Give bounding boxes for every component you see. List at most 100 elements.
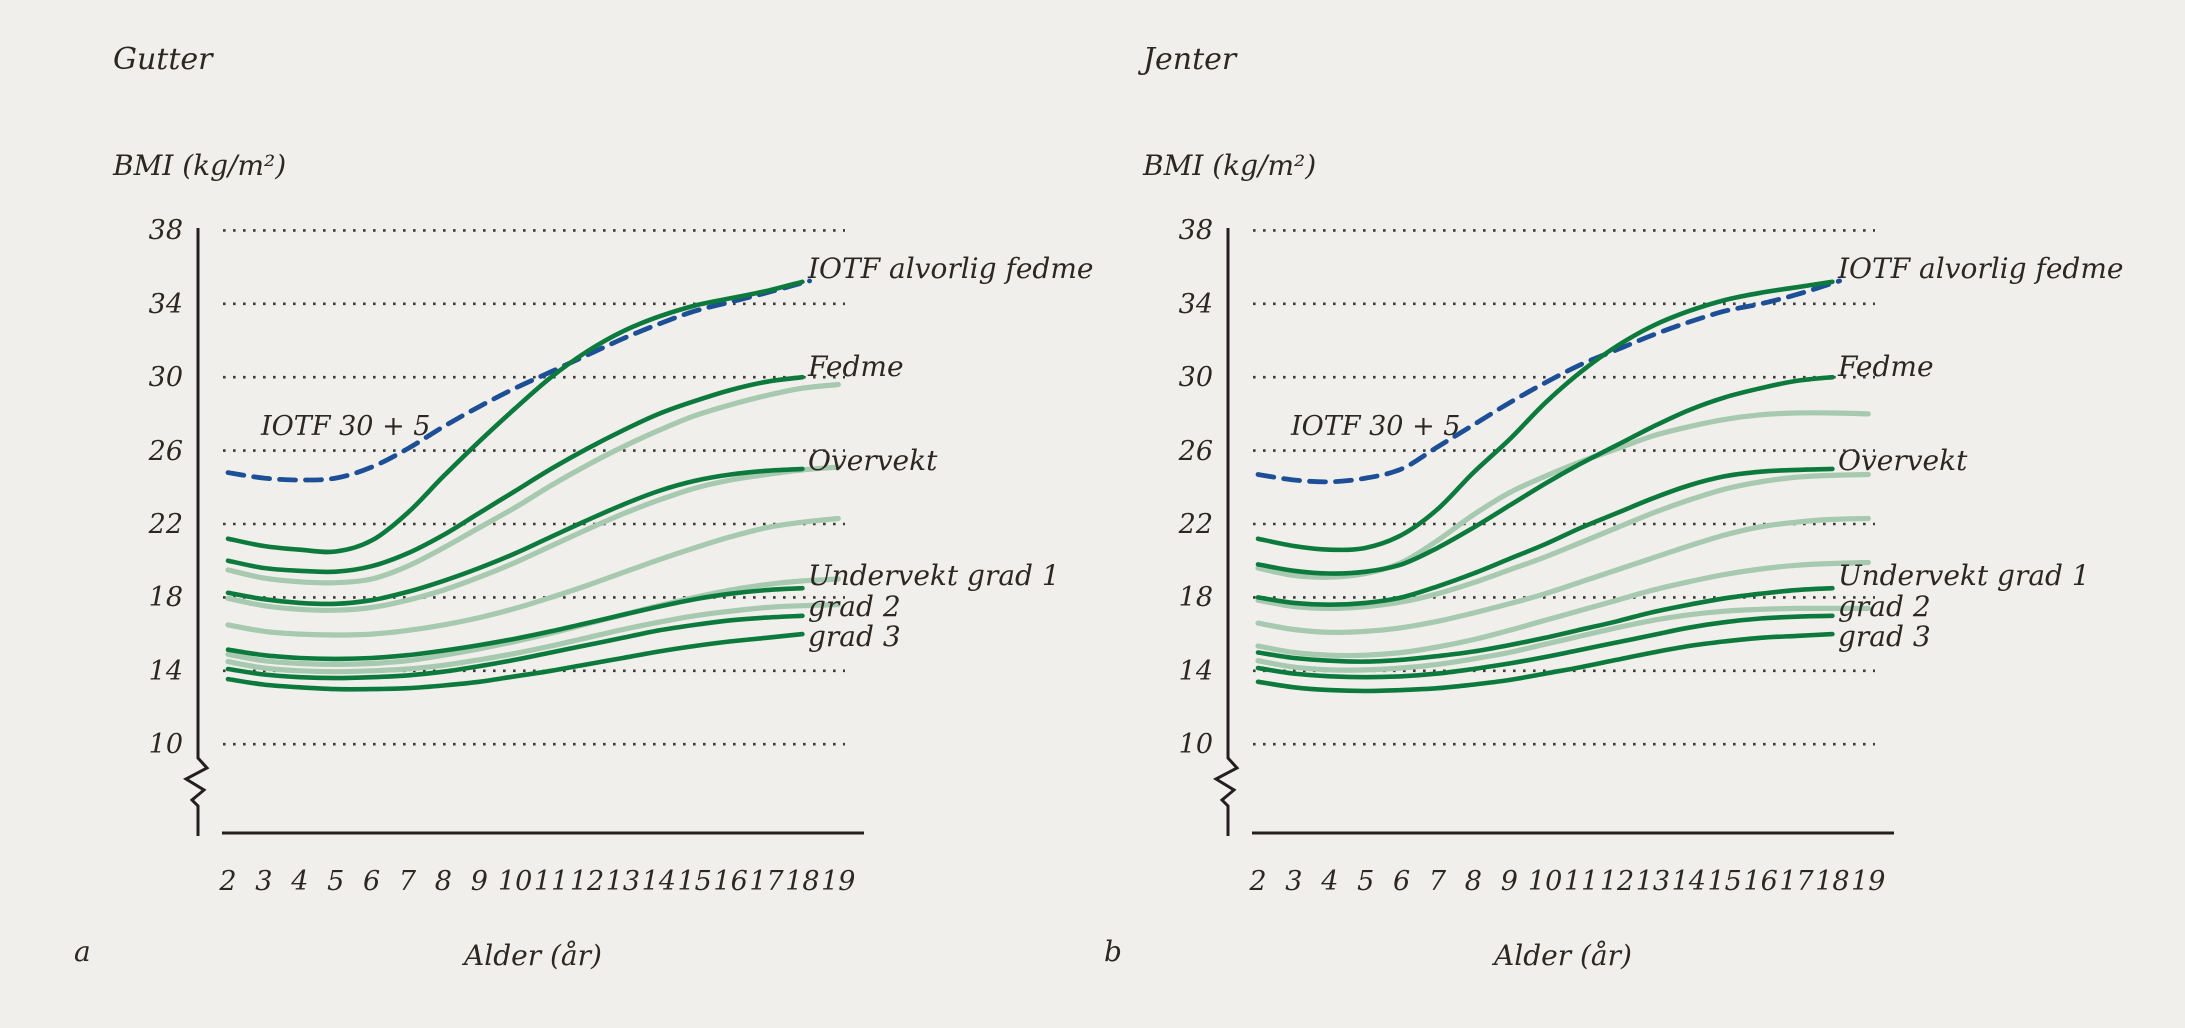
x-tick-label: 15 — [677, 866, 712, 897]
panel-a-label-overvekt: Overvekt — [808, 444, 938, 477]
x-tick-label: 16 — [1743, 866, 1778, 897]
curve-fedme — [1255, 374, 1835, 576]
x-tick-label: 16 — [713, 866, 748, 897]
panel-b-label-grad-3: grad 3 — [1838, 620, 1931, 653]
y-axis-line — [182, 228, 210, 836]
y-tick-label: 34 — [1178, 288, 1213, 320]
x-tick-label: 4 — [291, 866, 309, 897]
y-tick-label: 22 — [1178, 509, 1213, 540]
curve-iotf-alvorlig-fedme — [1255, 279, 1835, 553]
panel-b-label-undervekt-grad-1: Undervekt grad 1 — [1838, 559, 2090, 592]
y-tick-label: 26 — [1178, 435, 1213, 467]
panel-b-label-grad-2: grad 2 — [1838, 590, 1931, 623]
x-tick-label: 17 — [749, 866, 784, 897]
y-axis-line — [1212, 228, 1240, 836]
y-tick-label: 18 — [1178, 582, 1213, 614]
x-tick-label: 10 — [1528, 866, 1563, 897]
panel-a-title: Gutter — [113, 42, 213, 77]
curve-undervekt-grad-2-lys — [225, 602, 841, 675]
panel-a-iotf-30-5-annotation: IOTF 30 + 5 — [261, 411, 431, 442]
curve-undervekt-grad-3 — [225, 631, 805, 692]
curve-overvekt-lys — [1255, 471, 1871, 612]
x-tick-label: 7 — [1428, 866, 1447, 897]
y-tick-label: 38 — [1178, 215, 1213, 247]
x-tick-label: 9 — [1500, 866, 1518, 897]
panel-b-y-axis-title: BMI (kg/m²) — [1143, 149, 1317, 182]
curve-undervekt-grad-3 — [1255, 631, 1835, 694]
y-tick-label: 34 — [148, 288, 183, 320]
curve-undervekt-grad-2-lys — [1255, 605, 1871, 673]
curve-undervekt-grad-1 — [225, 585, 805, 662]
curve-overvekt — [225, 466, 805, 607]
x-tick-label: 3 — [1285, 866, 1303, 897]
x-tick-label: 19 — [821, 866, 856, 897]
x-tick-label: 8 — [1464, 866, 1482, 897]
y-tick-label: 14 — [148, 655, 183, 687]
panel-a-label-iotf-alvorlig-fedme: IOTF alvorlig fedme — [808, 252, 1094, 285]
curve-overvekt — [1255, 466, 1835, 608]
curve-overvekt-lys — [225, 464, 841, 613]
curve-undervekt-grad-1-lys — [1255, 559, 1871, 659]
x-tick-label: 19 — [1851, 866, 1886, 897]
panel-b-x-axis-title: Alder (år) — [1494, 939, 1632, 972]
curve-fedme — [225, 374, 805, 575]
panel-b-corner-letter: b — [1104, 935, 1122, 968]
x-tick-label: 9 — [470, 866, 488, 897]
panel-a-label-grad-3: grad 3 — [808, 620, 901, 653]
x-tick-label: 7 — [398, 866, 417, 897]
panel-a-y-axis-title: BMI (kg/m²) — [113, 149, 287, 182]
curve-undervekt-grad-1 — [1255, 585, 1835, 664]
y-tick-label: 10 — [1178, 729, 1213, 761]
y-tick-label: 30 — [148, 362, 183, 394]
x-tick-label: 12 — [569, 866, 605, 897]
curve-lys-kurve-uten-etikett — [225, 515, 841, 638]
x-tick-label: 12 — [1599, 866, 1635, 897]
panel-a-label-fedme: Fedme — [808, 350, 904, 383]
x-tick-label: 18 — [785, 866, 820, 897]
y-tick-label: 22 — [148, 509, 183, 540]
panel-a-corner-letter: a — [74, 935, 91, 968]
x-tick-label: 18 — [1815, 866, 1850, 897]
y-tick-label: 30 — [1178, 362, 1213, 394]
x-tick-label: 14 — [1671, 866, 1706, 897]
x-tick-label: 6 — [363, 866, 381, 897]
panel-b-label-fedme: Fedme — [1838, 350, 1934, 383]
y-tick-label: 14 — [1178, 655, 1213, 687]
x-tick-label: 8 — [434, 866, 452, 897]
x-tick-label: 14 — [641, 866, 676, 897]
curve-iotf-alvorlig-fedme — [225, 279, 805, 555]
x-tick-label: 17 — [1779, 866, 1814, 897]
x-tick-label: 2 — [1249, 866, 1267, 897]
x-tick-label: 5 — [1357, 866, 1375, 897]
y-tick-label: 18 — [148, 582, 183, 614]
curve-lys-kurve-uten-etikett — [1255, 515, 1871, 635]
x-tick-label: 13 — [1635, 866, 1671, 897]
x-tick-label: 6 — [1393, 866, 1411, 897]
panel-b-label-iotf-alvorlig-fedme: IOTF alvorlig fedme — [1838, 252, 2124, 285]
panel-a-x-axis-title: Alder (år) — [464, 939, 602, 972]
curve-fedme-lys — [225, 381, 841, 586]
curve-undervekt-grad-2 — [1255, 613, 1835, 680]
x-tick-label: 15 — [1707, 866, 1742, 897]
panel-a-label-undervekt-grad-1: Undervekt grad 1 — [808, 559, 1060, 592]
x-tick-label: 4 — [1321, 866, 1339, 897]
curve-iotf-30-5 — [225, 278, 812, 483]
x-tick-label: 3 — [255, 866, 273, 897]
curve-iotf-30-5 — [1255, 278, 1842, 485]
panel-b-title: Jenter — [1143, 42, 1237, 77]
y-tick-label: 10 — [148, 729, 183, 761]
panel-a-label-grad-2: grad 2 — [808, 590, 901, 623]
x-tick-label: 11 — [1563, 866, 1599, 897]
panel-b-label-overvekt: Overvekt — [1838, 444, 1968, 477]
y-tick-label: 26 — [148, 435, 183, 467]
x-tick-label: 10 — [498, 866, 533, 897]
x-tick-label: 11 — [533, 866, 569, 897]
panel-b-iotf-30-5-annotation: IOTF 30 + 5 — [1291, 411, 1461, 442]
x-tick-label: 13 — [605, 866, 641, 897]
x-tick-label: 2 — [219, 866, 237, 897]
curve-undervekt-grad-2 — [225, 613, 805, 681]
x-tick-label: 5 — [327, 866, 345, 897]
y-tick-label: 38 — [148, 215, 183, 247]
